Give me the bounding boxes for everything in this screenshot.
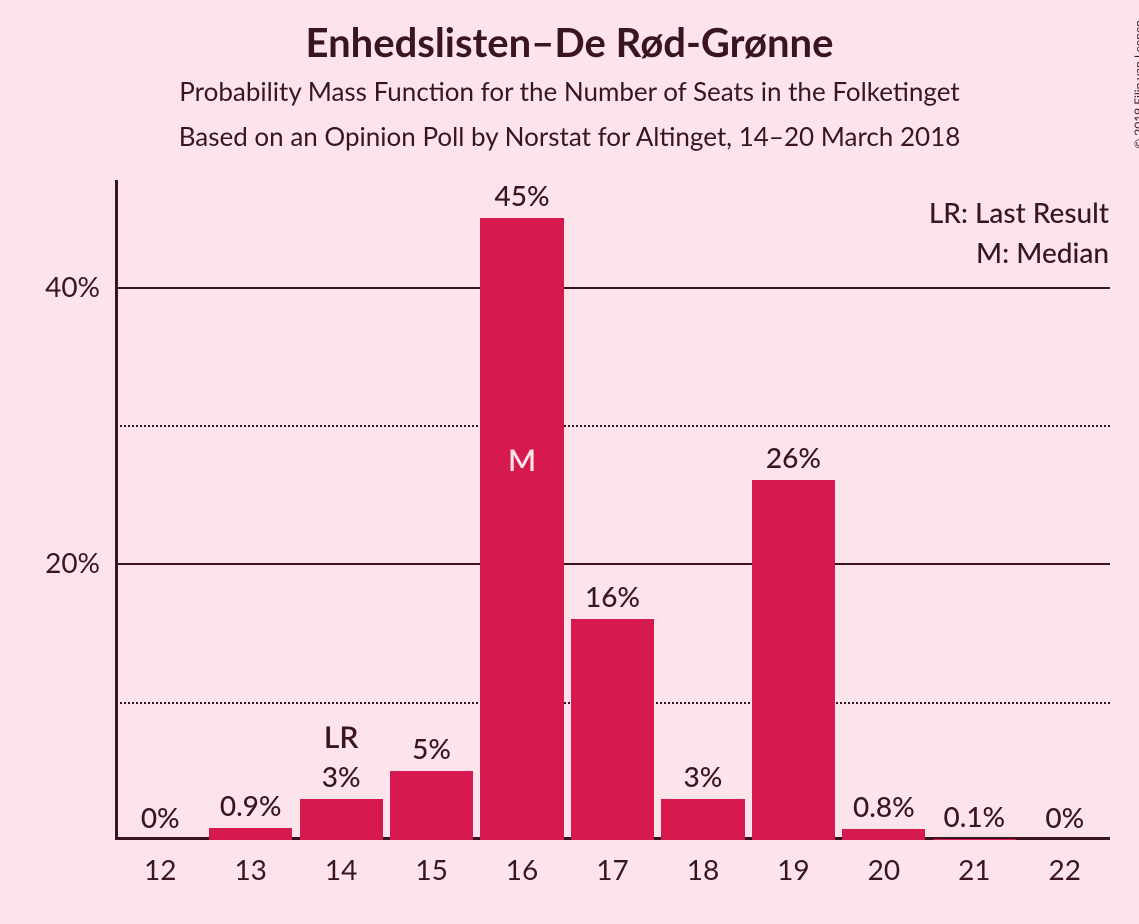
bar (842, 829, 925, 840)
bar-value-label: 0.1% (923, 799, 1026, 833)
bar (390, 771, 473, 840)
bar-value-label: 3% (651, 759, 754, 793)
x-tick-label: 19 (748, 852, 838, 886)
x-tick-label: 21 (929, 852, 1019, 886)
bar-value-label: 3% (290, 759, 393, 793)
last-result-marker: LR (300, 719, 383, 755)
gridline-major (115, 563, 1110, 565)
y-axis (115, 180, 118, 840)
bar (661, 799, 744, 840)
bar (752, 480, 835, 840)
x-tick-label: 16 (477, 852, 567, 886)
x-tick-label: 12 (115, 852, 205, 886)
bar (209, 828, 292, 840)
bar-value-label: 26% (742, 440, 845, 474)
x-tick-label: 13 (205, 852, 295, 886)
bar (933, 839, 1016, 840)
y-tick-label: 20% (45, 545, 100, 579)
bar-value-label: 45% (470, 178, 573, 212)
bar-value-label: 0.8% (832, 789, 935, 823)
x-tick-label: 18 (658, 852, 748, 886)
bar-value-label: 16% (561, 579, 664, 613)
bar-value-label: 5% (380, 731, 483, 765)
x-tick-label: 22 (1020, 852, 1110, 886)
legend-m: M: Median (976, 235, 1109, 269)
copyright-text: © 2019 Filip van Leenen (1131, 20, 1139, 149)
gridline-major (115, 287, 1110, 289)
y-tick-label: 40% (45, 269, 100, 303)
x-tick-label: 17 (567, 852, 657, 886)
bar (571, 619, 654, 840)
x-tick-label: 20 (839, 852, 929, 886)
chart-title: Enhedslisten–De Rød-Grønne (0, 18, 1139, 66)
plot-area: 0%0.9%3%LR5%45%M16%3%26%0.8%0.1%0% (115, 190, 1110, 840)
bar-value-label: 0% (1013, 800, 1116, 834)
x-tick-label: 15 (386, 852, 476, 886)
bar-value-label: 0% (109, 800, 212, 834)
gridline-minor (115, 425, 1110, 427)
chart-subtitle-2: Based on an Opinion Poll by Norstat for … (0, 120, 1139, 152)
bar-value-label: 0.9% (199, 788, 302, 822)
bar (300, 799, 383, 840)
bar (480, 218, 563, 840)
x-tick-label: 14 (296, 852, 386, 886)
legend-lr: LR: Last Result (929, 195, 1109, 229)
chart-container: Enhedslisten–De Rød-Grønne Probability M… (0, 0, 1139, 924)
chart-subtitle-1: Probability Mass Function for the Number… (0, 75, 1139, 107)
